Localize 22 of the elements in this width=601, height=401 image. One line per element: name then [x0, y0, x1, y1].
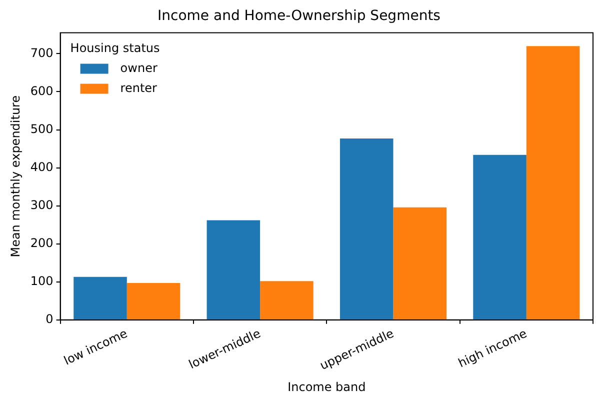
- y-tick-label: 100: [30, 274, 54, 288]
- bar: [126, 282, 180, 320]
- y-tick-label: 700: [30, 46, 54, 60]
- legend-label: owner: [120, 60, 158, 75]
- bar: [260, 281, 314, 320]
- legend-title: Housing status: [70, 40, 160, 55]
- bar: [526, 46, 580, 320]
- y-tick-label: 200: [30, 236, 54, 250]
- chart-title: Income and Home-Ownership Segments: [158, 8, 440, 24]
- y-axis-title: Mean monthly expenditure: [8, 95, 22, 258]
- legend-label: renter: [120, 80, 158, 95]
- y-tick-label: 600: [30, 84, 54, 98]
- bar: [473, 154, 526, 320]
- bar: [393, 207, 447, 320]
- bar: [206, 220, 260, 320]
- bar: [74, 276, 127, 320]
- y-tick-label: 300: [30, 198, 54, 212]
- y-tick-label: 500: [30, 122, 54, 136]
- y-tick-label: 0: [46, 312, 54, 326]
- y-tick-label: 400: [30, 160, 54, 174]
- x-axis-title: Income band: [288, 380, 366, 394]
- bar: [340, 138, 394, 320]
